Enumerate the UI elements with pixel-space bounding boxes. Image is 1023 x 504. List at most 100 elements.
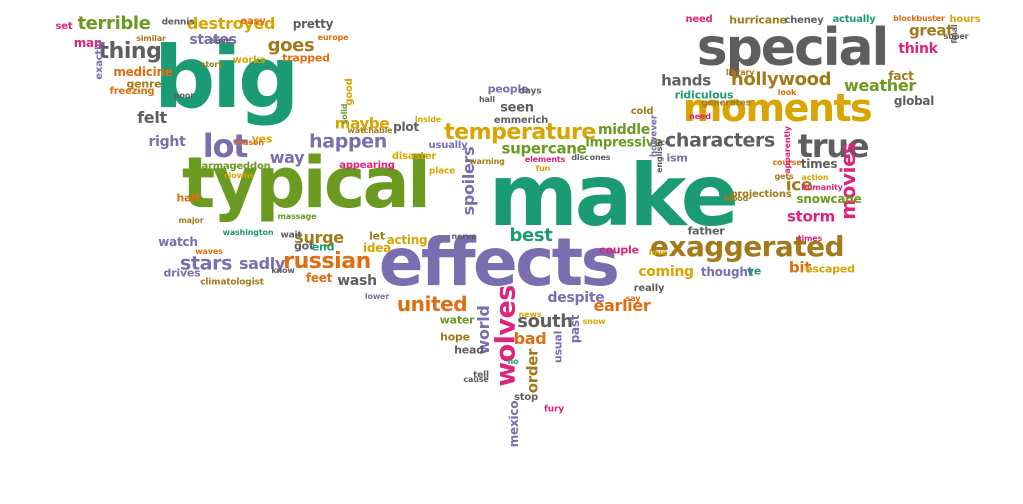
word-ice: ice bbox=[657, 138, 671, 147]
word-days: days bbox=[518, 86, 542, 97]
word-super: super bbox=[943, 32, 969, 41]
word-really: really bbox=[633, 283, 665, 294]
word-felt: felt bbox=[137, 108, 167, 127]
word-storm: storm bbox=[787, 207, 835, 226]
word-best: best bbox=[509, 225, 553, 246]
word-blockbuster: blockbuster bbox=[893, 14, 945, 23]
word-ice: ice bbox=[785, 175, 813, 196]
word-russian: russian bbox=[283, 249, 371, 274]
word-despite: despite bbox=[547, 290, 605, 306]
word-look: look bbox=[777, 88, 797, 97]
word-solid: solid bbox=[340, 103, 349, 125]
word-temperature: temperature bbox=[444, 120, 596, 145]
word-moments: moments bbox=[682, 86, 873, 130]
word-earlier: earlier bbox=[593, 296, 651, 315]
word-couple: couple bbox=[599, 243, 639, 257]
word-cause: cause bbox=[463, 375, 489, 384]
word-special: special bbox=[696, 18, 890, 78]
word-great: great bbox=[908, 21, 954, 40]
word-course: course bbox=[772, 158, 802, 167]
word-coming: coming bbox=[638, 264, 694, 280]
word-library: library bbox=[725, 68, 755, 77]
word-characters: characters bbox=[665, 129, 775, 152]
word-acting: acting bbox=[386, 233, 428, 247]
word-watchable: watchable bbox=[347, 126, 393, 135]
word-hall: hall bbox=[479, 95, 495, 104]
word-exaggerated: exaggerated bbox=[650, 230, 845, 263]
word-happen: happen bbox=[309, 130, 387, 153]
word-story: story bbox=[200, 60, 224, 69]
word-let: let bbox=[369, 229, 385, 243]
word-mexico: mexico bbox=[507, 400, 521, 448]
word-genre: genre bbox=[126, 77, 162, 91]
word-waves: waves bbox=[195, 247, 223, 256]
word-sadly: sadly bbox=[238, 254, 286, 273]
word-think: think bbox=[898, 41, 938, 57]
word-father: father bbox=[687, 224, 725, 238]
word-effects: effects bbox=[378, 224, 620, 301]
word-wait: wait bbox=[280, 230, 302, 241]
word-drives: drives bbox=[163, 266, 201, 280]
word-however: however bbox=[649, 114, 660, 158]
word-fun: fun bbox=[535, 164, 551, 173]
word-blood: blood bbox=[723, 194, 749, 203]
word-action: action bbox=[801, 173, 829, 182]
word-half: half bbox=[176, 191, 200, 205]
word-hands: hands bbox=[661, 71, 711, 90]
word-terrible: terrible bbox=[77, 13, 151, 34]
word-climatologist: climatologist bbox=[200, 277, 264, 288]
word-seen: seen bbox=[500, 100, 534, 116]
word-need: need bbox=[689, 112, 711, 121]
word-way: way bbox=[269, 148, 305, 167]
word-right: right bbox=[148, 134, 186, 150]
word-watch: watch bbox=[158, 235, 198, 249]
word-global: global bbox=[893, 94, 935, 108]
word-end: end bbox=[311, 240, 335, 254]
word-generates: generates bbox=[701, 98, 751, 109]
word-make: make bbox=[488, 146, 739, 246]
word-movies: movies bbox=[836, 142, 860, 220]
word-poor: poor bbox=[173, 91, 195, 100]
word-lower: lower bbox=[364, 292, 390, 301]
word-elements: elements bbox=[524, 155, 566, 164]
word-medicine: medicine bbox=[113, 65, 173, 79]
word-past: past bbox=[568, 314, 582, 344]
word-good: good bbox=[344, 78, 355, 106]
word-europe: europe bbox=[317, 33, 349, 42]
word-times: times bbox=[797, 234, 823, 243]
word-disc: disc bbox=[571, 153, 589, 162]
word-fury: fury bbox=[544, 404, 564, 415]
word-got: got bbox=[293, 239, 315, 253]
word-cold: cold bbox=[630, 106, 654, 117]
word-lot: lot bbox=[202, 127, 249, 165]
word-typical: typical bbox=[181, 142, 431, 224]
word-washington: washington bbox=[222, 228, 274, 237]
word-feet: feet bbox=[305, 271, 333, 285]
word-hurricane: hurricane bbox=[729, 13, 787, 27]
word-inside: inside bbox=[414, 115, 442, 124]
word-stop: stop bbox=[514, 392, 538, 403]
word-set: set bbox=[55, 21, 73, 32]
word-head: head bbox=[454, 343, 484, 357]
word-escaped: escaped bbox=[805, 262, 855, 276]
word-need: need bbox=[685, 14, 713, 25]
word-massage: massage bbox=[277, 212, 317, 221]
word-freezing: freezing bbox=[109, 86, 155, 97]
word-idea: idea bbox=[363, 241, 391, 255]
word-save: save bbox=[210, 36, 232, 45]
word-order: order bbox=[523, 348, 542, 394]
word-snowcane: snowcane bbox=[796, 192, 862, 206]
word-emmerich: emmerich bbox=[493, 115, 549, 126]
word-south: south bbox=[517, 311, 573, 332]
word-ve: ve bbox=[746, 264, 762, 278]
word-destroyed: destroyed bbox=[186, 14, 276, 33]
word-impressive: impressive bbox=[585, 135, 663, 151]
word-humanity: humanity bbox=[801, 183, 843, 192]
word-nerve: nerve bbox=[451, 232, 477, 241]
word-say: say bbox=[625, 294, 641, 303]
word-disaster: disaster bbox=[391, 151, 437, 162]
word-projections: projections bbox=[730, 189, 792, 200]
word-goes: goes bbox=[267, 35, 315, 56]
word-place: place bbox=[428, 166, 456, 177]
word-appearing: appearing bbox=[339, 160, 395, 171]
